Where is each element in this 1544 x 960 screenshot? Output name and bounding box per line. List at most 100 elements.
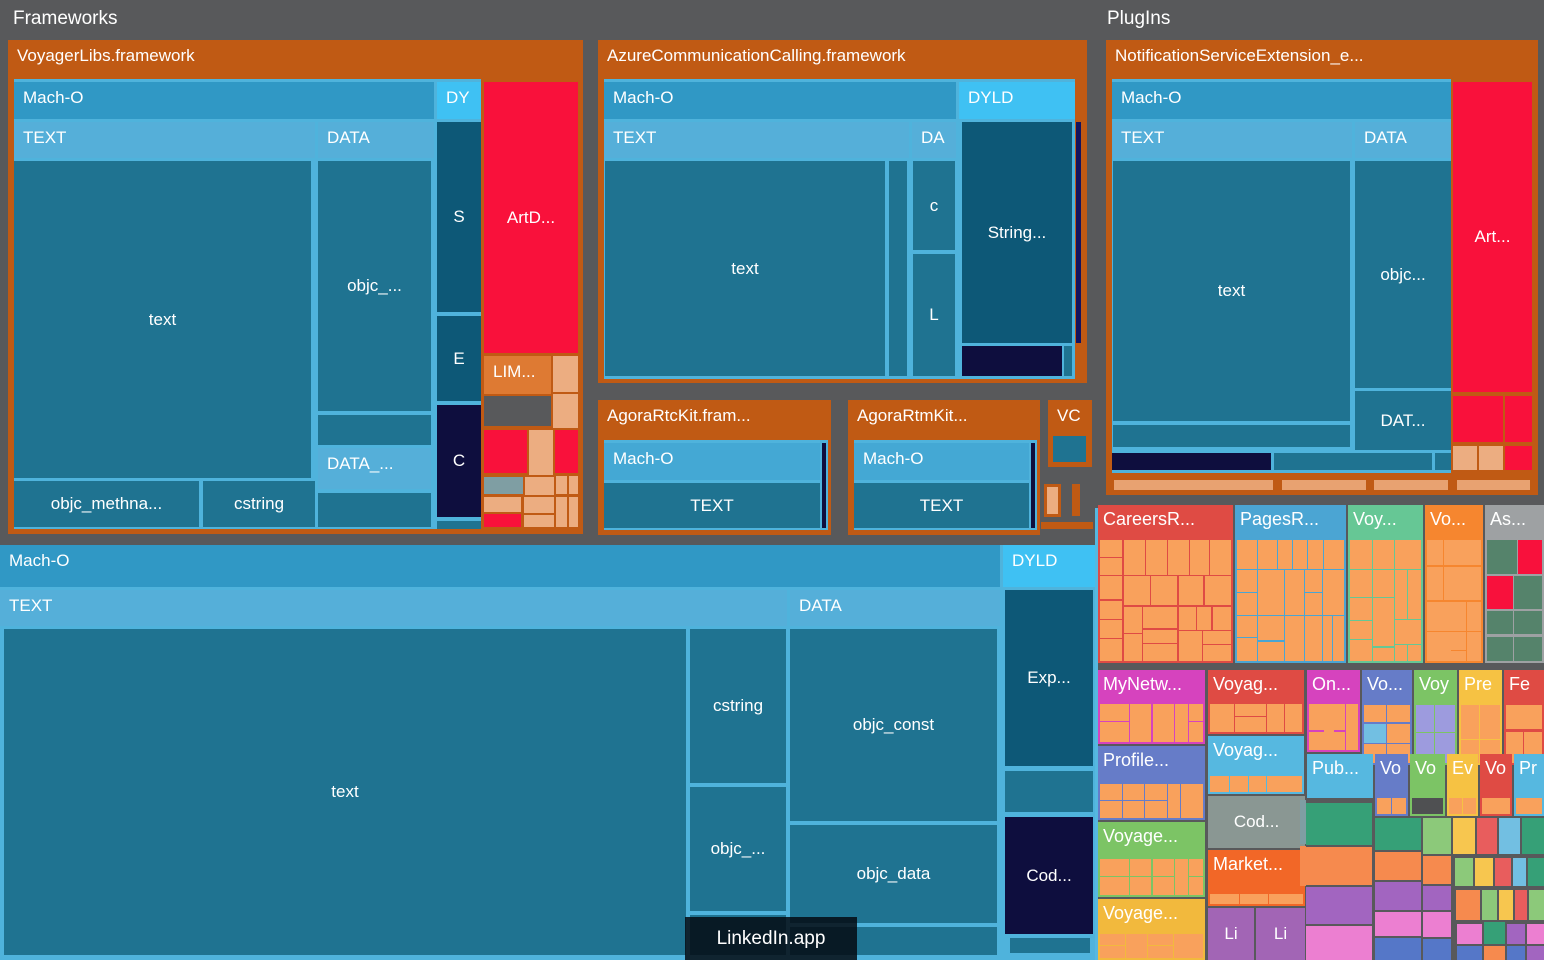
group-voyag-red-cell[interactable] (1284, 704, 1302, 732)
mosaic-cell[interactable] (1453, 446, 1477, 470)
voyagerlibs-objc-section[interactable]: objc_... (318, 161, 431, 411)
group-voyage-green-cell[interactable] (1152, 877, 1175, 895)
mosaic-cell[interactable] (484, 430, 527, 473)
group-as-cell[interactable] (1487, 611, 1513, 635)
group-mynetw[interactable]: MyNetw... (1098, 670, 1205, 744)
group-pagesr-cell[interactable] (1237, 540, 1258, 570)
group-pagesr-cell[interactable] (1305, 616, 1322, 661)
group-vo-cell[interactable] (1427, 631, 1451, 661)
group-pr-cell[interactable] (1516, 798, 1542, 814)
group-careersr-cell[interactable] (1123, 540, 1145, 576)
group-profile-cell[interactable] (1100, 784, 1122, 800)
mosaic-cell[interactable] (1306, 847, 1372, 885)
mosaic-cell[interactable] (1306, 887, 1372, 924)
group-vo-cell[interactable] (1466, 601, 1481, 631)
group-voyage-yellow-cell[interactable] (1125, 934, 1148, 958)
group-profile-cell[interactable] (1167, 784, 1181, 818)
azure-text-section[interactable]: text (605, 161, 885, 376)
group-cod[interactable]: Cod... (1208, 796, 1305, 848)
group-as[interactable]: As... (1485, 505, 1544, 663)
group-pagesr-cell[interactable] (1277, 540, 1292, 570)
group-pagesr-cell[interactable] (1258, 540, 1277, 570)
group-as-cell[interactable] (1487, 576, 1513, 609)
linkedin-text-header[interactable]: TEXT (0, 590, 787, 626)
group-voy[interactable]: Voy... (1348, 505, 1423, 663)
mosaic-cell[interactable] (1453, 818, 1475, 854)
group-careersr-cell[interactable] (1210, 540, 1231, 576)
group-vo-cell[interactable] (1451, 631, 1467, 651)
group-careersr-cell[interactable] (1143, 606, 1178, 629)
group-on-cell[interactable] (1324, 704, 1334, 750)
group-careersr-cell[interactable] (1168, 540, 1190, 576)
mosaic-cell[interactable] (1375, 912, 1421, 936)
group-voyage-yellow-cell[interactable] (1100, 945, 1125, 958)
azure-da-l[interactable]: L (913, 254, 955, 376)
group-voyage-yellow-cell[interactable] (1148, 934, 1174, 945)
group-as-cell[interactable] (1513, 576, 1542, 609)
mosaic-cell[interactable] (1505, 396, 1532, 442)
group-voyag-red-cell[interactable] (1210, 704, 1234, 732)
group-vo-blue-cell[interactable] (1386, 724, 1410, 743)
group-mynetw-cell[interactable] (1175, 704, 1188, 742)
group-careersr-cell[interactable] (1145, 540, 1167, 576)
mosaic-cell[interactable] (1515, 890, 1527, 920)
plugin-strip[interactable] (1372, 478, 1450, 492)
mosaic-cell[interactable] (1479, 446, 1503, 470)
agorartmkit-text[interactable]: TEXT (854, 483, 1029, 528)
group-profile[interactable]: Profile... (1098, 746, 1205, 820)
mosaic-cell[interactable] (1522, 818, 1544, 854)
group-voy-cell[interactable] (1350, 621, 1372, 640)
group-profile-cell[interactable] (1145, 784, 1167, 800)
group-vo2-red[interactable]: Vo (1480, 754, 1512, 816)
group-pr[interactable]: Pr (1514, 754, 1544, 816)
notification-teal-bar[interactable] (1274, 453, 1432, 470)
group-careersr-cell[interactable] (1178, 606, 1196, 630)
group-voyag-red-cell[interactable] (1234, 717, 1267, 732)
group-fe-cell[interactable] (1506, 705, 1542, 730)
group-vo2-green-cell[interactable] (1412, 798, 1443, 814)
group-vo2-red-cell[interactable] (1482, 798, 1510, 814)
group-vo-blue-cell[interactable] (1364, 724, 1386, 743)
notification-text-header[interactable]: TEXT (1112, 122, 1352, 158)
group-market-cell[interactable] (1268, 894, 1303, 904)
group-voyage-yellow-cell[interactable] (1100, 934, 1125, 945)
group-voy-cell[interactable] (1350, 540, 1372, 570)
mosaic-cell[interactable] (1306, 926, 1372, 960)
group-voyage-green-cell[interactable] (1188, 877, 1203, 895)
group-ev[interactable]: Ev (1447, 754, 1478, 816)
mosaic-cell[interactable] (1484, 922, 1505, 944)
mosaic-cell[interactable] (484, 514, 521, 527)
group-vo-cell[interactable] (1427, 601, 1451, 631)
linkedin-text-section[interactable]: text (4, 629, 686, 955)
group-voyage-green-cell[interactable] (1175, 859, 1188, 895)
group-careersr-cell[interactable] (1151, 576, 1178, 606)
mosaic-cell[interactable] (1423, 818, 1451, 854)
mosaic-cell[interactable] (1453, 396, 1503, 442)
mosaic-cell[interactable] (1423, 939, 1451, 960)
voyagerlibs-text-header[interactable]: TEXT (14, 122, 315, 158)
group-voyag-red[interactable]: Voyag... (1208, 670, 1304, 734)
mosaic-cell[interactable] (1375, 818, 1421, 850)
notification-data-header[interactable]: DATA (1355, 122, 1451, 158)
group-as-cell[interactable] (1487, 636, 1513, 661)
mosaic-cell[interactable] (1484, 946, 1505, 960)
notification-navy-bar[interactable] (1112, 453, 1271, 470)
group-vo-cell[interactable] (1427, 566, 1444, 601)
group-pagesr-cell[interactable] (1237, 570, 1258, 593)
azure-text-header[interactable]: TEXT (604, 122, 909, 158)
group-pagesr-cell[interactable] (1305, 570, 1322, 593)
group-as-cell[interactable] (1513, 611, 1542, 635)
group-careersr-cell[interactable] (1100, 576, 1123, 600)
group-fe[interactable]: Fe (1504, 670, 1544, 765)
group-voyag-lblue-cell[interactable] (1210, 776, 1230, 792)
group-pagesr-cell[interactable] (1307, 540, 1323, 570)
linkedin-cod[interactable]: Cod... (1005, 817, 1093, 934)
group-market-cell[interactable] (1210, 894, 1239, 904)
linkedin-cstring[interactable]: cstring (690, 629, 786, 783)
group-vo-cell[interactable] (1460, 566, 1481, 601)
azure-macho-header[interactable]: Mach-O (604, 82, 956, 119)
group-voy-cell[interactable] (1350, 598, 1372, 620)
group-pagesr-cell[interactable] (1237, 616, 1258, 637)
group-careersr[interactable]: CareersR... (1098, 505, 1233, 663)
voyagerlibs-dyld-c[interactable]: C (437, 405, 481, 517)
